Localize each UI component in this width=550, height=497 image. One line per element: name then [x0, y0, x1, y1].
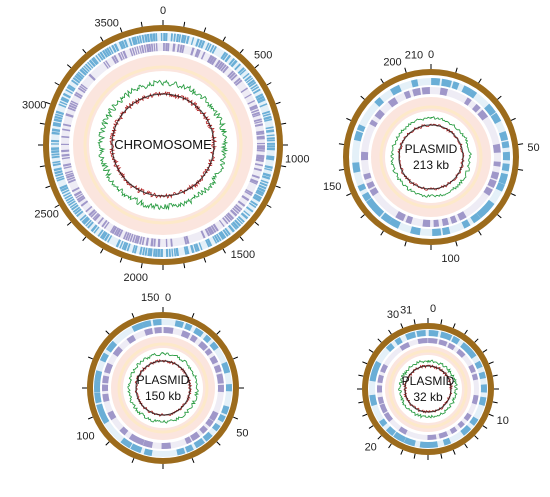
tick-label: 50 [527, 142, 539, 154]
cds-forward-ring [369, 330, 487, 448]
scale-ticks [338, 64, 524, 250]
tick-label: 10 [497, 415, 509, 427]
tick-label: 30 [387, 309, 399, 321]
tick-label: 100 [76, 431, 94, 443]
gc-content-trace [390, 116, 472, 198]
tick-label: 31 [400, 305, 412, 317]
center-label: PLASMID [405, 142, 458, 156]
backbone-ring [87, 312, 239, 464]
scale-ticks [82, 307, 244, 469]
cds-forward-ring [352, 78, 511, 236]
cds-reverse-ring [361, 87, 501, 227]
feature-ring [73, 55, 253, 235]
gc-skew-trace [403, 364, 454, 414]
feature-ring [111, 336, 215, 440]
tick-label: 500 [254, 50, 272, 62]
tick-label: 0 [428, 49, 434, 61]
gc-content-trace [97, 79, 229, 211]
tick-label: 1000 [285, 154, 309, 166]
tick-label: 3000 [22, 100, 46, 112]
center-label: PLASMID [137, 373, 190, 387]
gc-content-trace [398, 359, 459, 419]
center-label: 150 kb [145, 389, 181, 403]
genome-map-plasmid-213: 0 210 200 50 100 150 PLASMID 213 kb [323, 49, 540, 265]
backbone-ring [43, 25, 283, 265]
tick-label: 0 [430, 303, 436, 315]
gc-content-trace [127, 351, 200, 424]
center-label: CHROMOSOME [114, 137, 212, 152]
genome-map-chromosome: 0 500 1000 1500 2000 2500 3000 3500 CHROMOSOME [22, 5, 310, 284]
cds-forward-ring [51, 33, 275, 257]
genome-map-plasmid-150: 0 150 50 100 PLASMID 150 kb [76, 292, 249, 469]
center-label: 213 kb [413, 158, 449, 172]
scale-ticks [38, 20, 288, 270]
tick-label: 2500 [34, 208, 58, 220]
tick-label: 200 [383, 57, 401, 69]
tick-label: 3500 [94, 17, 118, 29]
tick-label: 0 [165, 292, 171, 304]
scale-ticks [357, 318, 499, 460]
gc-skew-trace [134, 359, 193, 417]
feature-ring [371, 97, 491, 217]
backbone-ring [362, 323, 494, 455]
cds-reverse-ring [102, 327, 224, 449]
tick-label: 1500 [231, 249, 255, 261]
tick-label: 20 [365, 441, 377, 453]
cds-forward-ring [93, 319, 232, 457]
tick-label: 50 [236, 427, 248, 439]
center-label: 32 kb [413, 390, 443, 404]
cds-reverse-ring [61, 43, 265, 247]
tick-label: 2000 [124, 272, 148, 284]
cds-reverse-ring [377, 338, 479, 440]
tick-label: 100 [441, 253, 459, 265]
tick-label: 150 [323, 181, 341, 193]
center-label: PLASMID [402, 374, 455, 388]
tick-label: 150 [141, 292, 159, 304]
backbone-ring [343, 69, 519, 245]
tick-label: 210 [405, 49, 423, 61]
tick-label: 0 [160, 5, 166, 17]
